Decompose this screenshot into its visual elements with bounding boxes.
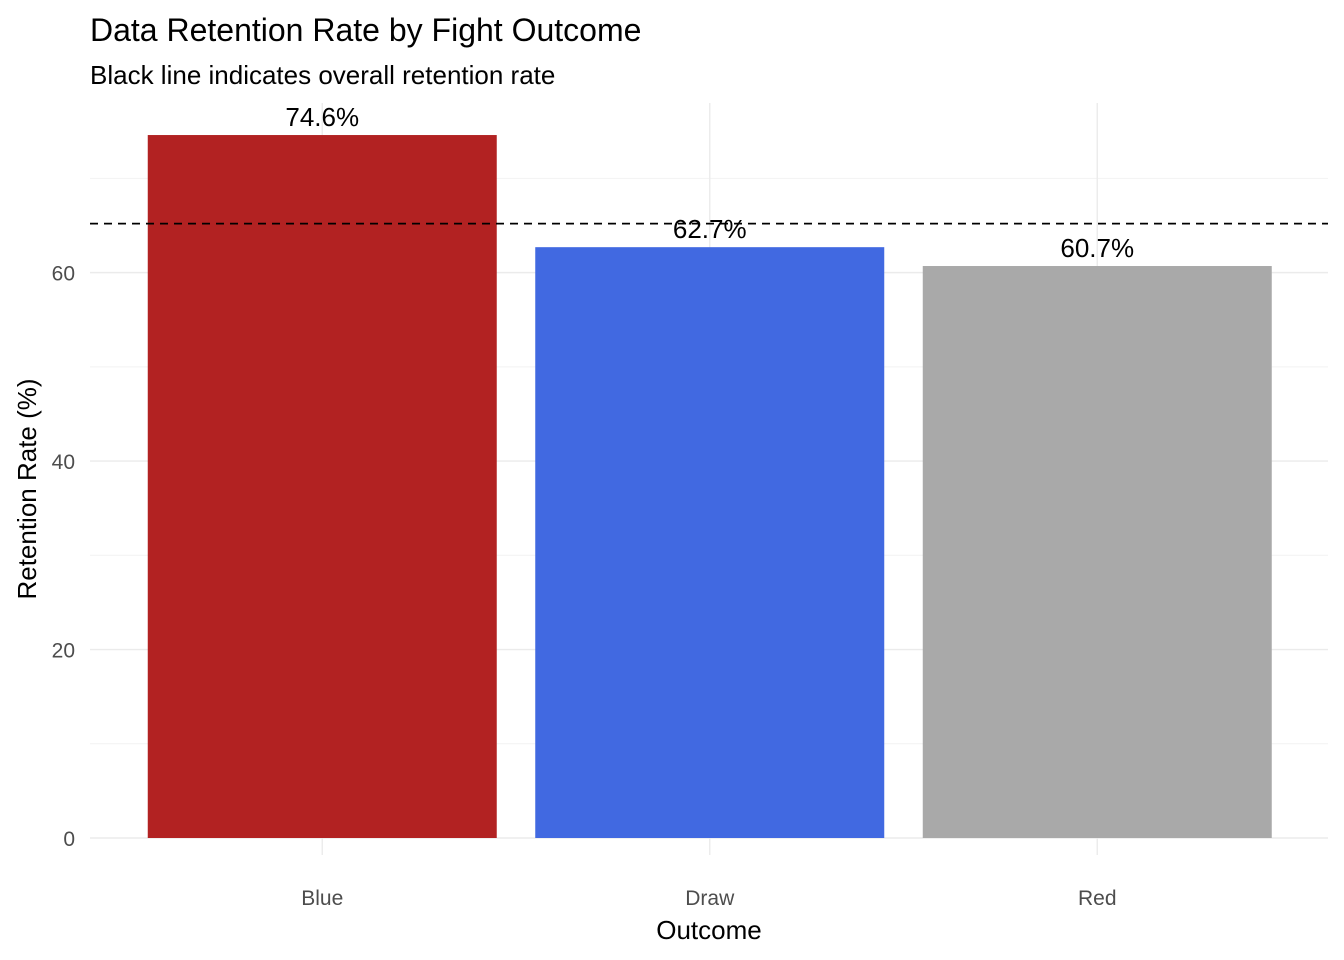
chart-title: Data Retention Rate by Fight Outcome [90, 12, 641, 48]
x-axis-ticks: Blue Draw Red [301, 887, 1116, 910]
bar-red [922, 266, 1272, 838]
data-label-draw: 62.7% [673, 214, 747, 244]
chart-subtitle: Black line indicates overall retention r… [90, 60, 555, 90]
y-axis-ticks: 0 20 40 60 [52, 263, 75, 851]
y-tick-label: 20 [52, 640, 75, 663]
y-tick-label: 60 [52, 263, 75, 286]
y-tick-label: 0 [63, 828, 75, 851]
bar-blue [147, 135, 497, 839]
x-axis-title: Outcome [656, 915, 762, 945]
x-tick-label: Red [1078, 887, 1117, 910]
x-tick-label: Blue [301, 887, 343, 910]
data-labels: 74.6% 62.7% 60.7% [285, 102, 1134, 263]
bar-draw [535, 247, 885, 838]
y-axis-title: Retention Rate (%) [12, 378, 42, 599]
y-tick-label: 40 [52, 451, 75, 474]
x-tick-label: Draw [685, 887, 735, 910]
data-label-blue: 74.6% [285, 102, 359, 132]
bars [147, 135, 1272, 839]
data-label-red: 60.7% [1060, 233, 1134, 263]
